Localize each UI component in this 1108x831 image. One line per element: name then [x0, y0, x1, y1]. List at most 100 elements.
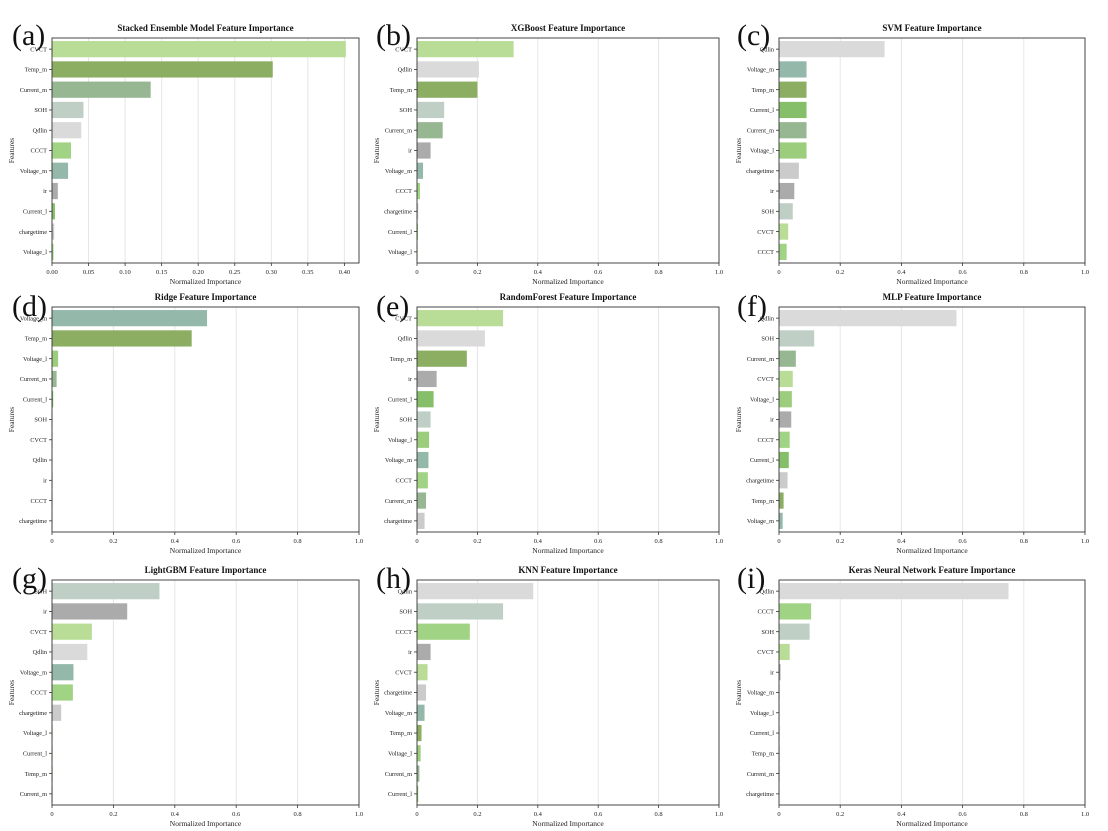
chart-title: MLP Feature Importance: [883, 292, 982, 302]
y-tick-label: ir: [408, 649, 413, 656]
y-tick-label: chargetime: [19, 518, 47, 525]
bar: [417, 431, 430, 448]
x-tick-label: 0.6: [232, 811, 241, 818]
bar: [52, 330, 192, 347]
y-tick-label: Qdlin: [760, 588, 775, 595]
bar: [52, 162, 69, 179]
y-tick-label: SOH: [399, 107, 412, 114]
y-axis-label: Features: [734, 680, 743, 705]
x-tick-label: 0.4: [897, 811, 906, 818]
y-axis-label: Features: [7, 407, 16, 432]
x-tick-label: 0.2: [473, 811, 481, 818]
bar: [417, 391, 434, 408]
y-tick-label: CCCT: [396, 478, 413, 485]
x-tick-label: 0.4: [534, 538, 543, 545]
x-tick-label: 0: [50, 811, 53, 818]
y-tick-label: CCCT: [758, 249, 775, 256]
x-axis-label: Normalized Importance: [532, 819, 604, 828]
bar: [52, 142, 72, 159]
bar: [417, 142, 431, 159]
x-tick-label: 0: [777, 269, 780, 276]
x-tick-label: 0.6: [959, 811, 968, 818]
x-tick-label: 0.05: [83, 269, 94, 276]
panel-label: (g): [12, 562, 47, 595]
bar: [417, 451, 429, 469]
x-tick-label: 0.2: [473, 538, 481, 545]
y-tick-label: ir: [408, 148, 413, 155]
chart-title: XGBoost Feature Importance: [511, 23, 625, 33]
chart-title: Stacked Ensemble Model Feature Importanc…: [117, 23, 293, 33]
bar: [779, 61, 807, 78]
x-tick-label: 0.40: [339, 269, 350, 276]
bar: [779, 350, 796, 367]
chart-panel-2: (b) XGBoost Feature Importance CVCT Qdlin Te…: [372, 19, 723, 286]
bar: [779, 330, 815, 347]
bar: [417, 370, 437, 388]
x-tick-label: 0.00: [46, 269, 57, 276]
y-tick-label: SOH: [761, 209, 774, 216]
bar: [779, 664, 781, 681]
x-tick-label: 0: [415, 538, 418, 545]
y-tick-label: Current_l: [388, 229, 412, 236]
y-tick-label: chargetime: [384, 209, 412, 216]
bar: [417, 512, 425, 529]
y-tick-label: Current_m: [20, 791, 47, 798]
x-axis-label: Normalized Importance: [170, 277, 242, 286]
y-tick-label: CVCT: [30, 629, 47, 636]
bar: [779, 472, 788, 489]
bar: [52, 370, 57, 388]
x-axis-label: Normalized Importance: [896, 277, 968, 286]
y-tick-label: Qdlin: [33, 127, 48, 134]
y-tick-label: Qdlin: [398, 67, 413, 74]
y-tick-label: Voltage_m: [20, 315, 47, 322]
bar: [417, 101, 445, 119]
x-tick-label: 0.8: [1020, 811, 1028, 818]
y-tick-label: CCCT: [396, 188, 413, 195]
panel-label: (a): [12, 19, 45, 52]
y-tick-label: Current_l: [23, 209, 47, 216]
bar: [779, 451, 789, 469]
x-tick-label: 1.0: [1081, 811, 1089, 818]
y-tick-label: ir: [770, 417, 775, 424]
x-tick-label: 0.10: [119, 269, 130, 276]
y-tick-label: CCCT: [396, 629, 413, 636]
chart-title: Ridge Feature Importance: [155, 292, 257, 302]
bar: [417, 162, 424, 179]
x-tick-label: 0.8: [655, 811, 663, 818]
bar: [52, 643, 88, 661]
panel-label: (h): [376, 562, 411, 595]
bar: [52, 81, 151, 98]
y-tick-label: Voltage_m: [385, 457, 412, 464]
y-tick-label: Current_l: [750, 730, 774, 737]
bar: [779, 431, 790, 448]
bar: [52, 223, 55, 240]
x-tick-label: 0.6: [594, 811, 603, 818]
x-tick-label: 0.25: [229, 269, 240, 276]
y-tick-label: Qdlin: [398, 588, 413, 595]
x-tick-label: 0.30: [266, 269, 277, 276]
y-tick-label: CVCT: [395, 669, 412, 676]
x-tick-label: 0.4: [534, 269, 543, 276]
chart-title: Keras Neural Network Feature Importance: [849, 565, 1016, 575]
bar: [52, 704, 62, 721]
x-tick-label: 0.8: [655, 269, 663, 276]
bar: [417, 203, 419, 220]
x-tick-label: 0: [50, 538, 53, 545]
y-tick-label: chargetime: [384, 518, 412, 525]
x-tick-label: 0.8: [294, 811, 302, 818]
y-tick-label: Current_m: [747, 771, 774, 778]
y-tick-label: CCCT: [758, 609, 775, 616]
x-tick-label: 0.35: [302, 269, 313, 276]
y-tick-label: chargetime: [746, 791, 774, 798]
bar: [417, 81, 478, 98]
bar: [52, 623, 92, 640]
x-tick-label: 1.0: [355, 811, 363, 818]
bar: [52, 350, 59, 367]
bar: [417, 492, 427, 509]
bar: [779, 411, 792, 428]
x-axis-label: Normalized Importance: [896, 819, 968, 828]
panel-label: (e): [376, 290, 409, 323]
panel-label: (b): [376, 19, 411, 52]
y-tick-label: Temp_m: [390, 730, 412, 737]
y-tick-label: SOH: [34, 588, 47, 595]
